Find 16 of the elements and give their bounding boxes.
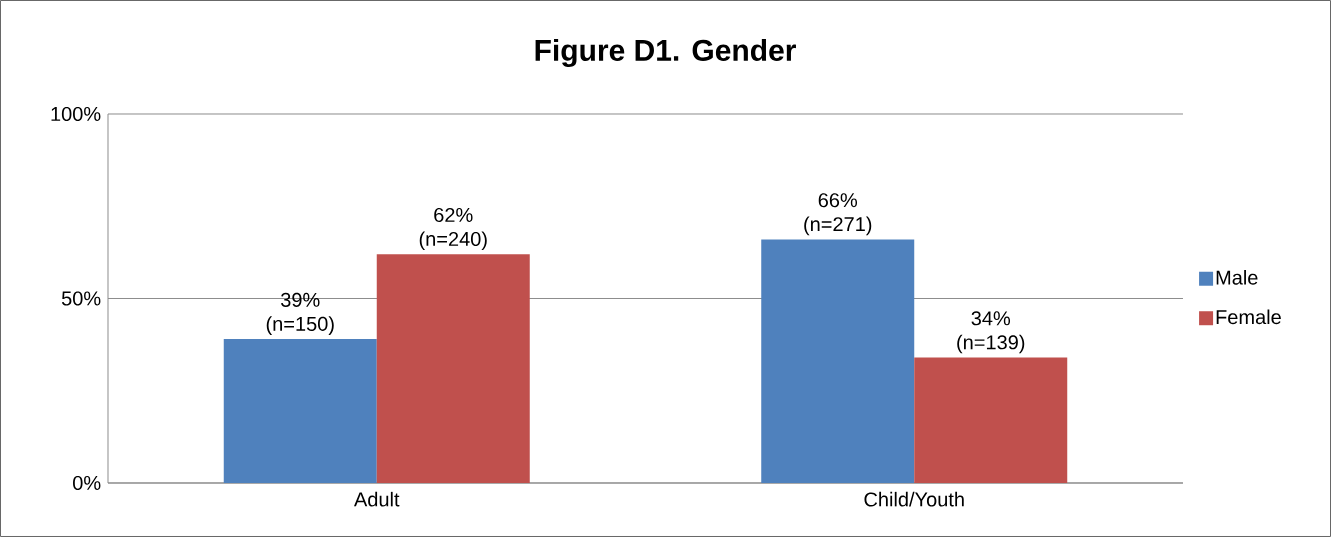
bar bbox=[223, 339, 377, 483]
x-tick-label: Child/Youth bbox=[864, 491, 964, 507]
bar bbox=[761, 239, 915, 483]
bar bbox=[376, 254, 530, 483]
y-tick-label: 0% bbox=[73, 475, 101, 491]
data-label: 39% (n=150) bbox=[266, 292, 334, 335]
y-tick-label: 100% bbox=[51, 106, 101, 122]
legend-label: Male bbox=[1216, 270, 1258, 285]
x-tick-label: Adult bbox=[353, 491, 400, 507]
chart-title: Figure D1. Gender bbox=[535, 38, 796, 68]
y-tick-label: 50% bbox=[61, 291, 101, 306]
bar bbox=[914, 357, 1068, 483]
data-label: 34% (n=139) bbox=[957, 311, 1025, 354]
data-label: 62% (n=240) bbox=[419, 207, 487, 251]
data-label: 66% (n=271) bbox=[804, 193, 872, 236]
legend-label: Female bbox=[1216, 309, 1281, 325]
